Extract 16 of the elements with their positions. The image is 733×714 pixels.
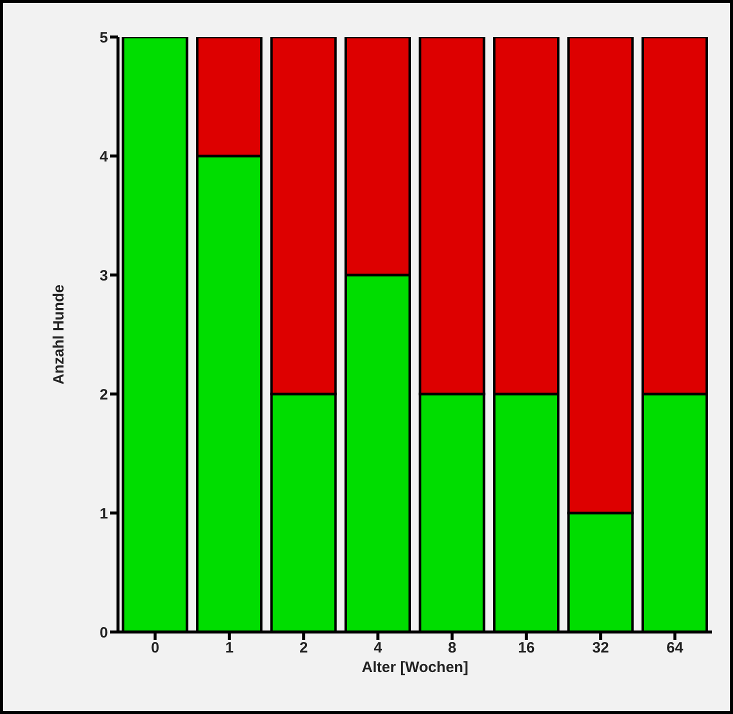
x-tick-label: 1 [225,640,234,657]
x-tick-label: 8 [448,640,456,657]
x-tick-label: 2 [299,640,308,657]
y-tick-label: 2 [100,386,108,404]
x-axis-title: Alter [Wochen] [362,659,468,676]
x-tick-label: 0 [150,640,160,657]
x-tick-label: 64 [666,640,684,657]
y-tick-label: 5 [100,29,108,46]
y-tick-label: 3 [100,267,108,284]
y-tick-label: 0 [100,624,108,642]
y-tick-label: 4 [100,148,109,166]
x-tick-label: 32 [592,640,609,657]
x-tick-label: 4 [374,640,383,657]
x-tick-label: 16 [518,640,535,657]
y-tick-label: 1 [100,505,108,522]
y-axis-title: Anzahl Hunde [50,284,68,384]
